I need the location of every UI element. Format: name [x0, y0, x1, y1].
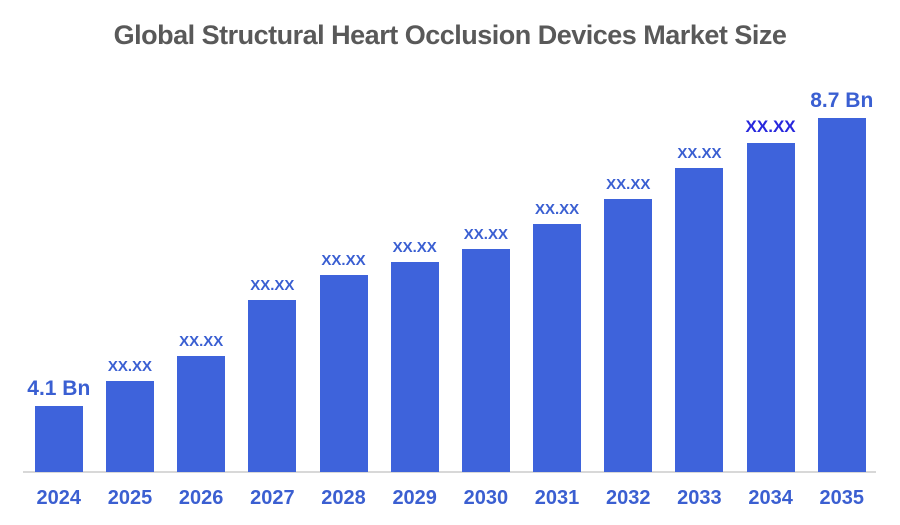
x-tick-label-2024: 2024: [36, 487, 82, 509]
x-tick-label-2035: 2035: [819, 487, 865, 509]
value-label-2034: XX.XX: [745, 117, 796, 137]
x-axis-line: [23, 471, 876, 473]
value-label-2035: 8.7 Bn: [810, 88, 874, 112]
x-tick-label-2031: 2031: [534, 487, 580, 509]
bar-2025: [105, 381, 154, 472]
chart-title: Global Structural Heart Occlusion Device…: [113, 20, 787, 50]
bar-2026: [177, 356, 226, 472]
x-tick-label-2034: 2034: [748, 487, 793, 509]
bar-2033: [675, 168, 724, 472]
bar-2029: [390, 262, 439, 472]
x-tick-label-2025: 2025: [107, 487, 153, 509]
bar-2031: [533, 224, 582, 472]
value-label-2024: 4.1 Bn: [27, 376, 91, 400]
x-tick-label-2032: 2032: [605, 487, 651, 509]
value-label-2030: XX.XX: [463, 225, 508, 243]
bar-2030: [461, 249, 510, 472]
value-label-2027: XX.XX: [250, 276, 295, 294]
x-tick-label-2033: 2033: [677, 487, 722, 509]
x-tick-label-2029: 2029: [392, 487, 437, 509]
value-label-2028: XX.XX: [321, 251, 366, 269]
bar-2032: [604, 199, 653, 472]
value-label-2029: XX.XX: [392, 238, 437, 256]
bar-2034: [746, 143, 795, 472]
x-tick-label-2028: 2028: [321, 487, 366, 509]
bar-2024: [34, 406, 83, 472]
value-label-2033: XX.XX: [677, 144, 722, 162]
x-tick-label-2030: 2030: [463, 487, 509, 509]
value-label-2026: XX.XX: [179, 332, 224, 350]
x-tick-label-2027: 2027: [250, 487, 295, 509]
value-label-2025: XX.XX: [107, 357, 153, 375]
x-tick-label-2026: 2026: [178, 487, 224, 509]
bar-2035: [817, 118, 866, 472]
value-label-2032: XX.XX: [606, 175, 651, 193]
value-label-2031: XX.XX: [534, 200, 580, 218]
bar-2027: [248, 300, 297, 472]
bar-2028: [319, 275, 368, 472]
